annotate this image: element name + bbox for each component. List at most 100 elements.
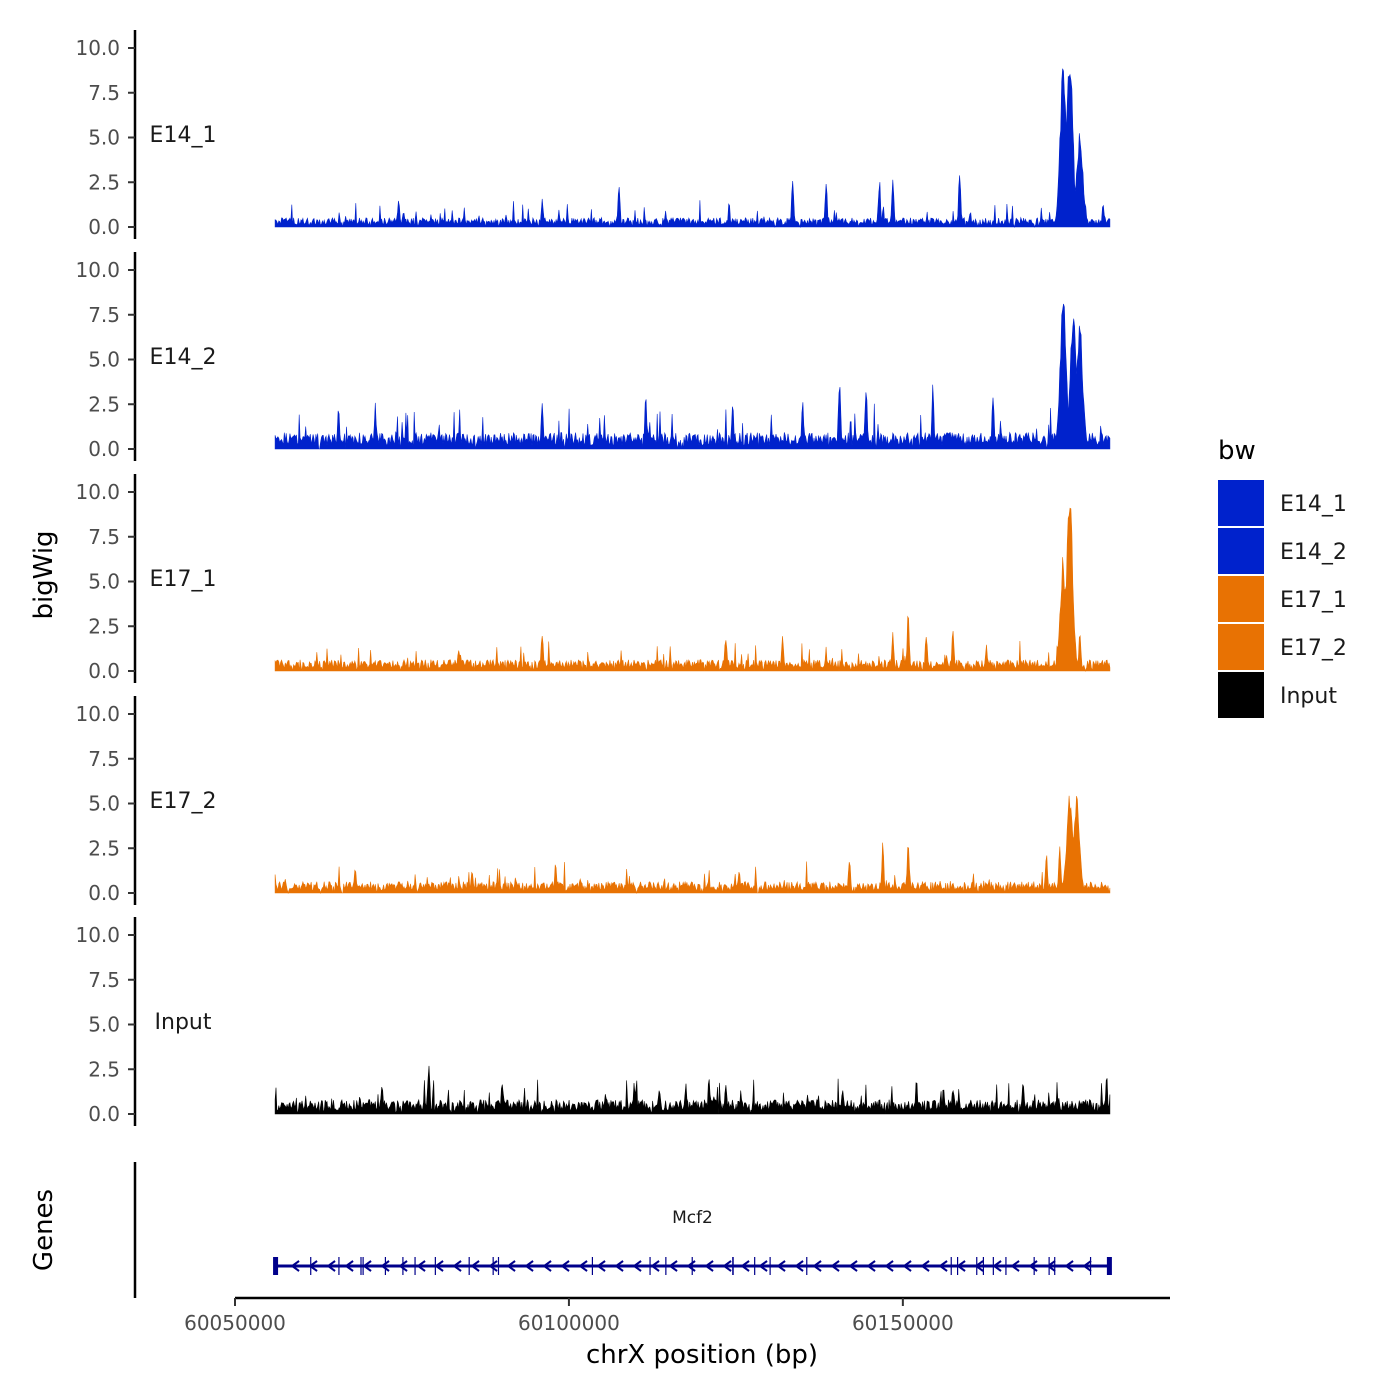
legend-key-e17-2 [1218,624,1264,670]
x-tick-label: 60150000 [852,1311,954,1335]
gene-exon [273,1257,279,1275]
y-tick-label-e17-2: 2.5 [88,836,120,860]
gene-strand-arrow [812,1260,822,1272]
gene-strand-arrow [452,1260,462,1272]
gene-strand-arrow [848,1260,858,1272]
gene-strand-arrow [902,1260,912,1272]
coverage-area-e14-2 [274,303,1111,450]
gene-strand-arrow [488,1260,498,1272]
gene-strand-arrow [794,1260,804,1272]
x-tick-label: 60100000 [518,1311,620,1335]
coverage-area-e14-1 [274,68,1111,229]
gene-strand-arrow [1010,1260,1020,1272]
y-tick-label-e14-1: 7.5 [88,81,120,105]
genes-axis-title: Genes [29,1189,59,1271]
legend-key-input [1218,672,1264,718]
gene-strand-arrow [614,1260,624,1272]
coverage-area-e17-1 [274,507,1111,673]
x-tick-label: 60050000 [184,1311,286,1335]
gene-strand-arrow [650,1260,660,1272]
track-e14-1: 0.0 2.5 5.0 7.5 10.0 E14_1 [75,30,1111,239]
gene-strand-arrow [992,1260,1002,1272]
track-e17-2: 0.0 2.5 5.0 7.5 10.0 E17_2 [75,696,1111,905]
gene-strand-arrow [362,1260,372,1272]
gene-strand-arrow [308,1260,318,1272]
gene-strand-arrow [758,1260,768,1272]
gene-strand-arrow [290,1260,300,1272]
track-panels: 0.0 2.5 5.0 7.5 10.0 E14_1 0.0 2.5 5.0 7.5 10.0 E14… [75,30,1111,1126]
y-axis-title: bigWig [29,530,59,619]
gene-strand-arrow [326,1260,336,1272]
track-label-e14-1: E14_1 [150,123,217,148]
gene-exon [1106,1257,1112,1275]
gene-strand-arrow [470,1260,480,1272]
gene-strand-arrow [704,1260,714,1272]
y-tick-label-input: 0.0 [88,1102,120,1126]
track-label-e17-2: E17_2 [150,789,217,814]
gene-strand-arrow [974,1260,984,1272]
x-axis-title: chrX position (bp) [586,1340,818,1370]
gene-strand-arrow [830,1260,840,1272]
coverage-area-input [274,1065,1111,1115]
track-label-e14-2: E14_2 [150,345,217,370]
gene-strand-arrow [740,1260,750,1272]
legend-label-e17-1: E17_1 [1280,588,1347,613]
y-tick-label-e17-1: 7.5 [88,525,120,549]
y-tick-label-input: 7.5 [88,968,120,992]
track-e14-2: 0.0 2.5 5.0 7.5 10.0 E14_2 [75,252,1111,461]
y-tick-label-e14-1: 5.0 [88,126,120,150]
track-e17-1: 0.0 2.5 5.0 7.5 10.0 E17_1 [75,474,1111,683]
gene-strand-arrow [722,1260,732,1272]
gene-strand-arrow [434,1260,444,1272]
y-tick-label-e14-1: 0.0 [88,215,120,239]
gene-strand-arrow [416,1260,426,1272]
gene-label-mcf2: Mcf2 [672,1208,713,1228]
legend-label-input: Input [1280,684,1337,709]
gene-strand-arrow [380,1260,390,1272]
gene-strand-arrow [776,1260,786,1272]
y-tick-label-e14-2: 2.5 [88,392,120,416]
legend-title: bw [1218,436,1256,466]
gene-strand-arrow [668,1260,678,1272]
y-tick-label-e17-2: 7.5 [88,747,120,771]
y-tick-label-e14-1: 2.5 [88,170,120,194]
y-tick-label-e14-2: 0.0 [88,437,120,461]
y-tick-label-e17-1: 5.0 [88,570,120,594]
gene-strand-arrow [344,1260,354,1272]
y-tick-label-e14-2: 7.5 [88,303,120,327]
y-tick-label-e17-2: 10.0 [75,702,120,726]
y-tick-label-e17-2: 5.0 [88,792,120,816]
x-axis: 60050000 60100000 60150000 [184,1296,1170,1335]
gene-strand-arrow [524,1260,534,1272]
y-tick-label-e17-1: 0.0 [88,659,120,683]
track-label-e17-1: E17_1 [150,567,217,592]
gene-strand-arrow [920,1260,930,1272]
gene-strand-arrow [1064,1260,1074,1272]
gene-strand-arrow [632,1260,642,1272]
y-tick-label-e14-1: 10.0 [75,36,120,60]
gene-strand-arrow [578,1260,588,1272]
legend-key-e14-2 [1218,528,1264,574]
gene-strand-arrow [560,1260,570,1272]
y-tick-label-e14-2: 5.0 [88,348,120,372]
y-tick-label-e17-1: 10.0 [75,480,120,504]
gene-strand-arrow [1046,1260,1056,1272]
track-label-input: Input [155,1010,212,1035]
gene-strand-arrow [866,1260,876,1272]
gene-strand-arrow [884,1260,894,1272]
gene-strand-arrow [938,1260,948,1272]
y-tick-label-input: 10.0 [75,923,120,947]
legend-label-e17-2: E17_2 [1280,636,1347,661]
gene-strand-arrow [398,1260,408,1272]
y-tick-label-input: 2.5 [88,1057,120,1081]
y-tick-label-e17-2: 0.0 [88,881,120,905]
gene-strand-arrow [1082,1260,1092,1272]
legend-label-e14-1: E14_1 [1280,492,1347,517]
y-tick-label-e17-1: 2.5 [88,614,120,638]
track-input: 0.0 2.5 5.0 7.5 10.0 Input [75,917,1111,1126]
gene-strand-arrow [596,1260,606,1272]
gene-panel: Mcf2 [133,1162,1112,1298]
legend: bw E14_1 E14_2 E17_1 E17_2 Input [1218,436,1347,718]
legend-key-e17-1 [1218,576,1264,622]
y-tick-label-input: 5.0 [88,1013,120,1037]
